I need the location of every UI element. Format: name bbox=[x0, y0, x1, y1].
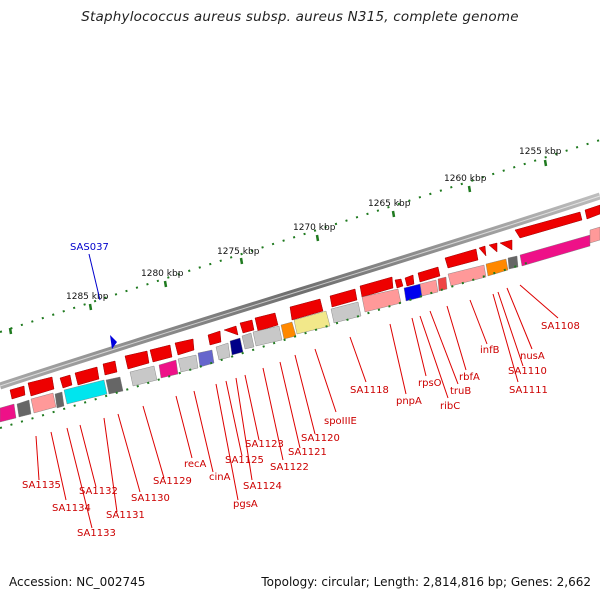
gene-label: SA1125 bbox=[225, 455, 264, 466]
reverse-strand-genes bbox=[0, 226, 600, 423]
tick-label: 1280 kbp bbox=[141, 269, 184, 279]
scale-major-ticks bbox=[8, 159, 548, 335]
gene-label: SA1118 bbox=[350, 385, 389, 396]
gene-label: SA1129 bbox=[153, 476, 192, 487]
gene-label: SA1122 bbox=[270, 462, 309, 473]
gene-label: cinA bbox=[209, 472, 231, 483]
sas037-label: SAS037 bbox=[70, 242, 109, 253]
forward-strand-genes bbox=[9, 204, 600, 400]
gene-label: SA1130 bbox=[131, 493, 170, 504]
scale-track bbox=[0, 139, 600, 333]
sas037-marker bbox=[110, 335, 117, 349]
gene-label: rbfA bbox=[459, 372, 480, 383]
scale-tick-labels: 1255 kbp 1260 kbp 1265 kbp 1270 kbp 1275… bbox=[66, 147, 562, 302]
gene-label: spoIIIE bbox=[324, 416, 357, 427]
gene-label: SA1132 bbox=[79, 486, 118, 497]
gene-label: SA1135 bbox=[22, 480, 61, 491]
accession-text: Accession: NC_002745 bbox=[9, 575, 146, 589]
gene-label: SA1134 bbox=[52, 503, 91, 514]
gene-label: SA1110 bbox=[508, 366, 547, 377]
gene-label: recA bbox=[184, 459, 207, 470]
tick-label: 1275 kbp bbox=[217, 247, 260, 257]
gene-label: ribC bbox=[440, 401, 460, 412]
genome-backbone bbox=[0, 192, 600, 390]
tick-label: 1265 kbp bbox=[368, 199, 411, 209]
gene-label: SA1121 bbox=[288, 447, 327, 458]
gene-label: nusA bbox=[520, 351, 545, 362]
tick-label: 1285 kbp bbox=[66, 292, 109, 302]
gene-label: SA1123 bbox=[245, 439, 284, 450]
gene-label: SA1120 bbox=[301, 433, 340, 444]
gene-label: SA1131 bbox=[106, 510, 145, 521]
gene-label: SA1124 bbox=[243, 481, 282, 492]
gene-label: infB bbox=[480, 345, 500, 356]
tick-label: 1255 kbp bbox=[519, 147, 562, 157]
gene-labels: SA1108 nusA SA1110 SA1111 infB rbfA truB… bbox=[22, 321, 580, 539]
gene-label: SA1133 bbox=[77, 528, 116, 539]
gene-label: pnpA bbox=[396, 396, 422, 407]
gene-label: SA1108 bbox=[541, 321, 580, 332]
map-title: Staphylococcus aureus subsp. aureus N315… bbox=[81, 9, 519, 25]
tick-label: 1270 kbp bbox=[293, 223, 336, 233]
topology-text: Topology: circular; Length: 2,814,816 bp… bbox=[261, 575, 591, 589]
gene-label: rpsO bbox=[418, 378, 442, 389]
tick-label: 1260 kbp bbox=[444, 174, 487, 184]
gene-label: SA1111 bbox=[509, 385, 548, 396]
gene-label: truB bbox=[450, 386, 471, 397]
sas037-callout[interactable]: SAS037 bbox=[70, 242, 117, 349]
gene-label: pgsA bbox=[233, 499, 258, 510]
label-leader-lines bbox=[35, 284, 559, 529]
